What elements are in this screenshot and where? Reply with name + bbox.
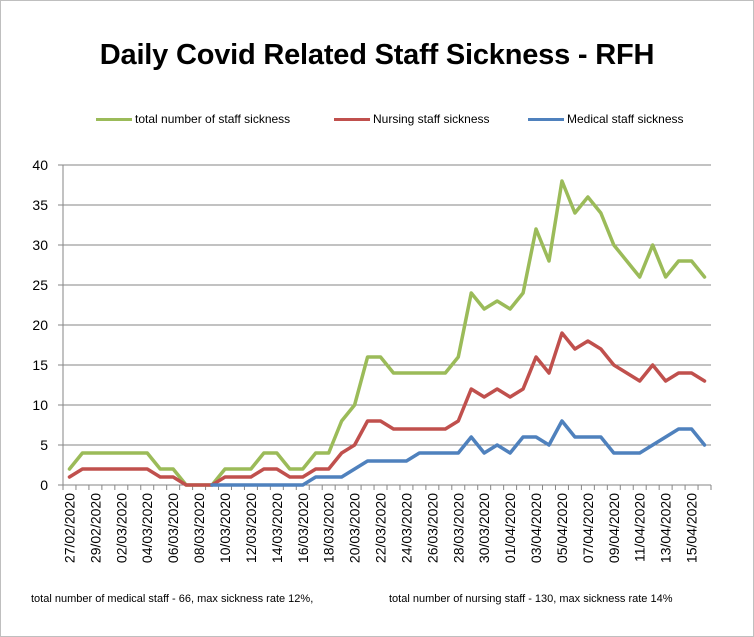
legend-item-medical: Medical staff sickness — [528, 112, 684, 126]
legend-item-nursing: Nursing staff sickness — [334, 112, 490, 126]
y-tick-label: 25 — [32, 277, 48, 293]
series-line-total — [67, 179, 707, 487]
x-tick-label: 05/04/2020 — [554, 493, 570, 563]
x-tick-label: 11/04/2020 — [632, 493, 648, 562]
legend-item-total: total number of staff sickness — [96, 112, 290, 126]
y-tick-label: 20 — [32, 317, 48, 333]
x-tick-label: 20/03/2020 — [347, 493, 363, 563]
x-tick-label: 24/03/2020 — [398, 493, 414, 563]
y-tick-label: 0 — [40, 477, 48, 493]
x-tick-label: 16/03/2020 — [295, 493, 311, 563]
x-tick-label: 08/03/2020 — [191, 493, 207, 563]
x-tick-label: 26/03/2020 — [424, 493, 440, 563]
legend-label-nursing: Nursing staff sickness — [373, 112, 490, 126]
x-tick-label: 09/04/2020 — [606, 493, 622, 563]
y-tick-label: 35 — [32, 197, 48, 213]
x-tick-label: 22/03/2020 — [373, 493, 389, 563]
footnote-nursing: total number of nursing staff - 130, max… — [389, 593, 673, 605]
x-tick-label: 04/03/2020 — [139, 493, 155, 563]
y-tick-label: 30 — [32, 237, 48, 253]
x-tick-label: 10/03/2020 — [217, 493, 233, 563]
x-tick-label: 01/04/2020 — [502, 493, 518, 563]
chart-title: Daily Covid Related Staff Sickness - RFH — [99, 39, 655, 71]
x-tick-label: 06/03/2020 — [165, 493, 181, 563]
y-tick-label: 40 — [32, 157, 48, 173]
chart-legend: total number of staff sickness Nursing s… — [1, 1, 753, 126]
x-tick-label: 14/03/2020 — [269, 493, 285, 563]
x-tick-label: 28/03/2020 — [450, 493, 466, 563]
legend-swatch-nursing — [334, 118, 370, 122]
x-tick-label: 29/02/2020 — [87, 493, 103, 563]
x-tick-label: 27/02/2020 — [61, 493, 77, 563]
y-tick-label: 15 — [32, 357, 48, 373]
series-line-nursing — [67, 331, 707, 487]
y-tick-label: 10 — [32, 397, 48, 413]
series-line-medical — [210, 419, 707, 487]
legend-label-medical: Medical staff sickness — [567, 112, 684, 126]
footnote-medical: total number of medical staff - 66, max … — [31, 593, 314, 605]
x-tick-label: 15/04/2020 — [684, 493, 700, 563]
legend-swatch-total — [96, 118, 132, 122]
legend-label-total: total number of staff sickness — [135, 112, 291, 126]
x-tick-label: 13/04/2020 — [658, 493, 674, 563]
x-tick-label: 07/04/2020 — [580, 493, 596, 563]
x-tick-label: 12/03/2020 — [243, 493, 259, 563]
x-tick-label: 30/03/2020 — [476, 493, 492, 563]
x-tick-label: 02/03/2020 — [113, 493, 129, 563]
x-tick-label: 03/04/2020 — [528, 493, 544, 563]
y-tick-label: 5 — [40, 437, 48, 453]
x-tick-label: 18/03/2020 — [321, 493, 337, 563]
legend-swatch-medical — [528, 118, 564, 122]
